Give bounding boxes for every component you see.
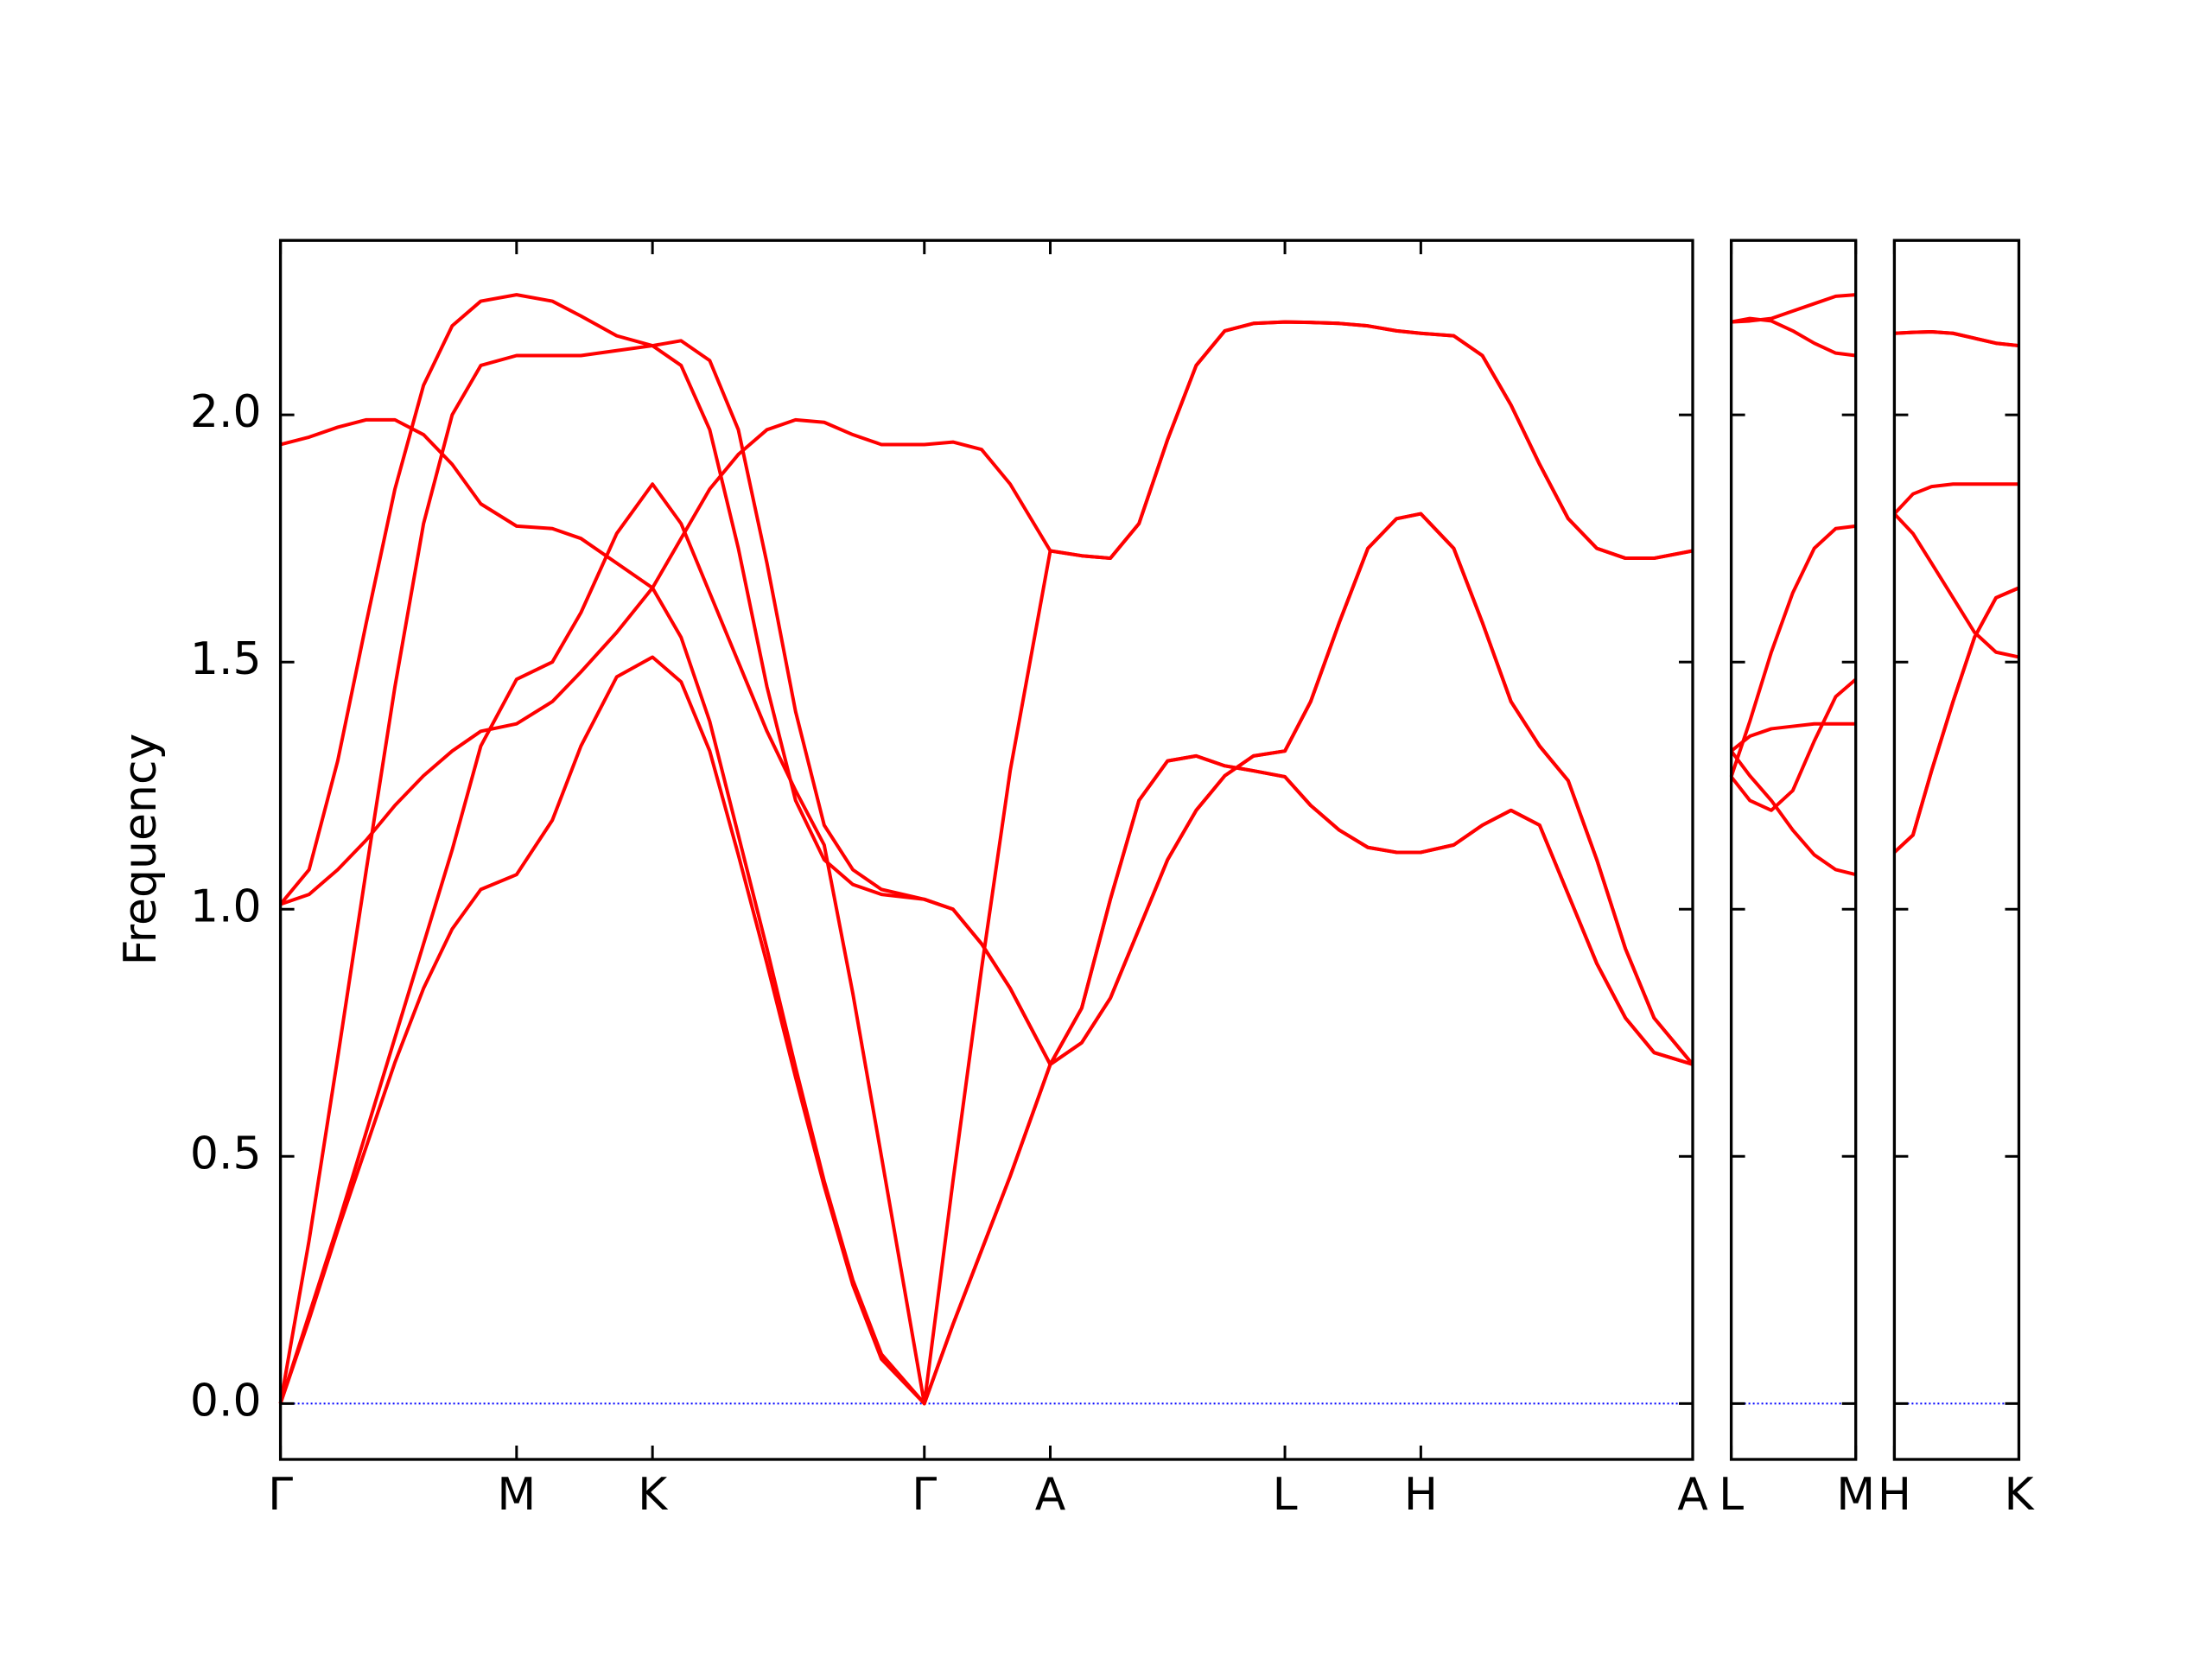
y-tick-label: 0.5 bbox=[190, 1128, 262, 1179]
axes-frame bbox=[278, 238, 1694, 1461]
band-line bbox=[278, 344, 1694, 1404]
y-tick-label: 1.5 bbox=[190, 633, 262, 685]
band-line bbox=[1893, 586, 2020, 854]
band-line bbox=[1892, 512, 2019, 659]
y-axis-label: Frequency bbox=[115, 734, 167, 966]
axes-frame bbox=[1892, 238, 2021, 1461]
x-tick-label: L bbox=[1719, 1469, 1744, 1521]
x-tick-label: A bbox=[1035, 1469, 1066, 1521]
x-tick-label: Γ bbox=[912, 1469, 937, 1521]
x-tick-label: A bbox=[1677, 1469, 1708, 1521]
x-tick-label: M bbox=[497, 1469, 536, 1521]
x-tick-label: M bbox=[1836, 1469, 1875, 1521]
x-tick-label: K bbox=[638, 1469, 669, 1521]
x-tick-label: H bbox=[1878, 1469, 1911, 1521]
band-line bbox=[1730, 721, 1856, 753]
band-line bbox=[1730, 749, 1857, 877]
band-line bbox=[1892, 482, 2019, 515]
band-line bbox=[1731, 293, 1856, 324]
band-line bbox=[1731, 316, 1856, 358]
band-line bbox=[1729, 524, 1856, 778]
axes-frame bbox=[1729, 238, 1858, 1461]
band-line bbox=[1730, 677, 1858, 812]
x-tick-label: K bbox=[2004, 1469, 2035, 1521]
y-tick-label: 1.0 bbox=[190, 880, 262, 932]
x-tick-label: L bbox=[1273, 1469, 1298, 1521]
band-line bbox=[278, 320, 1694, 1406]
y-tick-label: 2.0 bbox=[190, 386, 262, 438]
band-line bbox=[278, 512, 1694, 1406]
band-line bbox=[1894, 330, 2019, 348]
y-tick-label: 0.0 bbox=[190, 1375, 262, 1427]
x-tick-label: H bbox=[1404, 1469, 1438, 1521]
x-tick-label: Γ bbox=[268, 1469, 293, 1521]
